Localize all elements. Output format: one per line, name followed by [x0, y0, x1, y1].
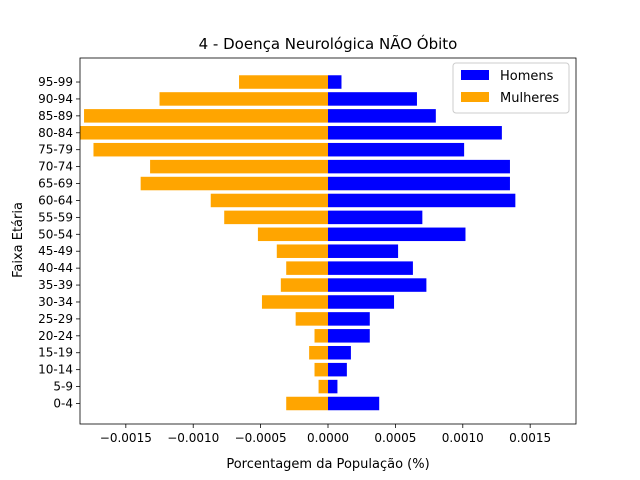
y-tick-label: 75-79 — [38, 143, 73, 157]
bar-mulheres-45-49 — [276, 244, 328, 258]
x-tick-label: 0.0010 — [442, 431, 484, 445]
y-tick-label: 5-9 — [53, 380, 73, 394]
y-axis-label: Faixa Etária — [11, 202, 26, 278]
chart-title: 4 - Doença Neurológica NÃO Óbito — [199, 34, 458, 53]
y-tick-label: 50-54 — [38, 227, 73, 241]
bar-homens-80-84 — [328, 126, 502, 140]
x-axis-label: Porcentagem da População (%) — [226, 457, 429, 472]
bar-homens-70-74 — [328, 159, 510, 174]
legend-label-homens: Homens — [500, 69, 554, 84]
y-tick-label: 25-29 — [38, 312, 73, 326]
bar-mulheres-95-99 — [239, 75, 328, 89]
bar-homens-45-49 — [328, 244, 399, 258]
bar-mulheres-90-94 — [159, 92, 328, 106]
x-tick-label: 0.0000 — [307, 431, 349, 445]
x-tick-label: 0.0015 — [509, 431, 551, 445]
y-tick-label: 55-59 — [38, 210, 73, 224]
bar-homens-50-54 — [328, 227, 466, 242]
bar-mulheres-60-64 — [210, 193, 328, 208]
bar-mulheres-10-14 — [314, 362, 328, 377]
bar-mulheres-20-24 — [314, 329, 328, 343]
y-tick-label: 15-19 — [38, 346, 73, 360]
y-tick-label: 10-14 — [38, 363, 73, 377]
y-tick-label: 65-69 — [38, 177, 73, 191]
bar-mulheres-0-4 — [286, 396, 328, 411]
plot-area: −0.0015 −0.0010 −0.0005 0.0000 0.0005 0.0010 0… — [38, 57, 577, 445]
bar-mulheres-85-89 — [84, 109, 328, 123]
x-tick-label: −0.0010 — [167, 431, 219, 445]
bar-mulheres-15-19 — [309, 345, 328, 360]
bar-homens-40-44 — [328, 261, 413, 275]
bar-mulheres-75-79 — [93, 142, 328, 157]
y-tick-label: 80-84 — [38, 126, 73, 140]
bar-mulheres-25-29 — [295, 312, 328, 326]
y-tick-label: 35-39 — [38, 278, 73, 292]
y-tick-label: 0-4 — [53, 397, 73, 411]
y-tick-label: 60-64 — [38, 193, 73, 207]
y-tick-label: 85-89 — [38, 109, 73, 123]
bar-mulheres-80-84 — [80, 126, 328, 140]
bar-homens-85-89 — [328, 109, 436, 123]
y-tick-label: 20-24 — [38, 329, 73, 343]
bar-homens-55-59 — [328, 210, 423, 225]
bar-homens-95-99 — [328, 75, 342, 89]
bar-mulheres-40-44 — [286, 261, 328, 275]
bar-homens-60-64 — [328, 193, 516, 208]
x-tick-label: −0.0015 — [100, 431, 152, 445]
bar-mulheres-5-9 — [318, 379, 328, 394]
y-tick-label: 95-99 — [38, 75, 73, 89]
bar-homens-0-4 — [328, 396, 380, 411]
bar-homens-75-79 — [328, 142, 465, 157]
bar-homens-10-14 — [328, 362, 347, 377]
y-tick-label: 40-44 — [38, 261, 73, 275]
legend: Homens Mulheres — [452, 62, 570, 114]
bar-homens-30-34 — [328, 295, 395, 309]
bar-mulheres-30-34 — [261, 295, 328, 309]
bar-homens-65-69 — [328, 176, 510, 191]
y-tick-label: 30-34 — [38, 295, 73, 309]
bar-mulheres-50-54 — [257, 227, 328, 242]
y-tick-label: 90-94 — [38, 92, 73, 106]
legend-swatch-homens — [461, 70, 489, 80]
y-tick-label: 70-74 — [38, 160, 73, 174]
legend-label-mulheres: Mulheres — [500, 91, 559, 106]
bar-homens-35-39 — [328, 278, 427, 292]
bar-homens-90-94 — [328, 92, 417, 106]
bar-homens-20-24 — [328, 329, 370, 343]
bar-homens-5-9 — [328, 379, 338, 394]
bar-homens-15-19 — [328, 345, 351, 360]
bar-mulheres-65-69 — [140, 176, 328, 191]
bar-mulheres-55-59 — [224, 210, 328, 225]
bar-mulheres-70-74 — [150, 159, 328, 174]
y-tick-label: 45-49 — [38, 244, 73, 258]
x-tick-label: −0.0005 — [235, 431, 287, 445]
legend-swatch-mulheres — [461, 92, 489, 102]
x-tick-label: 0.0005 — [374, 431, 416, 445]
bar-homens-25-29 — [328, 312, 370, 326]
bar-mulheres-35-39 — [280, 278, 328, 292]
